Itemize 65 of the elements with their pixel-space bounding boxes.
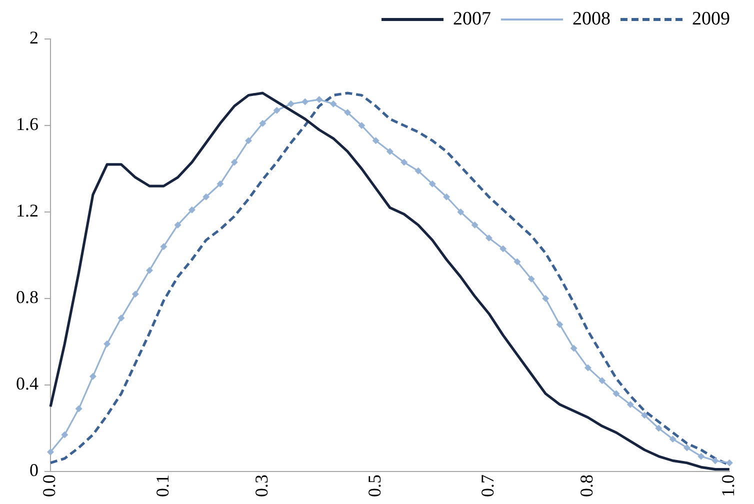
point <box>146 266 154 274</box>
point <box>712 457 719 464</box>
x-tick-label: 0.8 <box>576 474 597 497</box>
x-tick-label: 0.0 <box>39 474 60 497</box>
point <box>287 100 294 108</box>
point <box>584 364 592 372</box>
point <box>612 390 620 398</box>
point <box>104 340 111 348</box>
point <box>47 448 54 456</box>
point <box>245 137 252 144</box>
point <box>542 295 550 302</box>
point <box>372 137 380 144</box>
y-tick-label: 0.4 <box>16 374 38 394</box>
point <box>230 158 238 166</box>
point <box>89 372 96 380</box>
point <box>669 436 676 443</box>
point <box>132 290 139 298</box>
point <box>598 377 606 384</box>
point <box>471 221 478 228</box>
point <box>626 400 634 408</box>
legend-label: 2008 <box>572 8 610 30</box>
point <box>570 344 578 352</box>
point <box>75 405 82 412</box>
point <box>698 452 705 460</box>
legend-label: 2007 <box>453 8 491 30</box>
point <box>443 193 450 200</box>
point <box>174 221 182 228</box>
point <box>414 167 422 174</box>
point <box>259 120 266 127</box>
point <box>514 258 521 266</box>
point <box>330 100 337 108</box>
point <box>400 158 408 166</box>
point <box>485 234 492 242</box>
point <box>655 424 662 432</box>
point <box>641 412 648 419</box>
point <box>726 459 733 466</box>
point <box>556 320 564 328</box>
y-tick-label: 2 <box>30 28 38 48</box>
point <box>528 276 535 283</box>
x-tick-label: 0.3 <box>251 474 272 497</box>
y-tick-label: 0 <box>30 460 38 480</box>
legend-label: 2009 <box>692 8 730 30</box>
point <box>316 96 323 104</box>
point <box>61 431 68 438</box>
point <box>386 148 394 155</box>
point <box>216 180 224 188</box>
x-tick-label: 1.0 <box>718 474 738 497</box>
point <box>358 122 366 129</box>
x-tick-label: 0.1 <box>152 474 172 497</box>
y-tick-label: 1.2 <box>16 200 38 221</box>
point <box>118 314 125 322</box>
point <box>273 106 280 114</box>
point <box>344 109 352 116</box>
point <box>202 193 210 200</box>
y-tick-label: 1.6 <box>16 114 38 134</box>
point <box>428 180 436 188</box>
point <box>302 98 309 106</box>
point <box>457 208 464 216</box>
point <box>683 444 690 452</box>
y-tick-label: 0.8 <box>16 287 38 308</box>
point <box>500 245 507 252</box>
x-tick-label: 0.5 <box>364 474 385 497</box>
point <box>160 243 168 250</box>
point <box>188 206 196 214</box>
x-tick-label: 0.7 <box>478 474 498 497</box>
